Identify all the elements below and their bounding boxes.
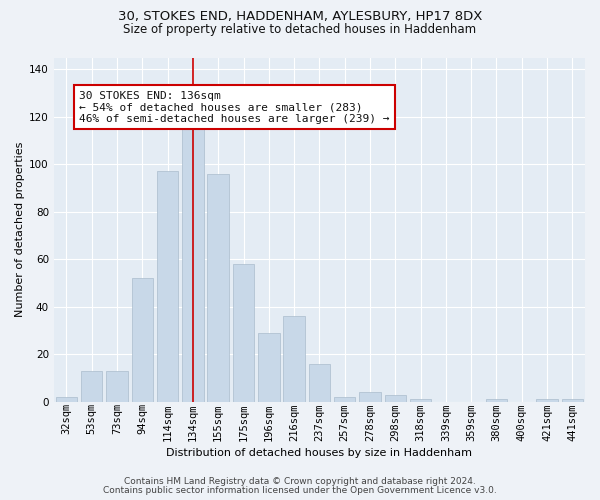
Bar xyxy=(486,400,507,402)
Text: Contains public sector information licensed under the Open Government Licence v3: Contains public sector information licen… xyxy=(103,486,497,495)
Bar xyxy=(562,400,583,402)
Bar xyxy=(359,392,381,402)
Bar xyxy=(208,174,229,402)
Text: Contains HM Land Registry data © Crown copyright and database right 2024.: Contains HM Land Registry data © Crown c… xyxy=(124,478,476,486)
Bar xyxy=(131,278,153,402)
Y-axis label: Number of detached properties: Number of detached properties xyxy=(15,142,25,318)
Bar xyxy=(81,371,103,402)
Bar xyxy=(385,394,406,402)
Bar xyxy=(283,316,305,402)
Bar xyxy=(308,364,330,402)
Text: 30, STOKES END, HADDENHAM, AYLESBURY, HP17 8DX: 30, STOKES END, HADDENHAM, AYLESBURY, HP… xyxy=(118,10,482,23)
Text: 30 STOKES END: 136sqm
← 54% of detached houses are smaller (283)
46% of semi-det: 30 STOKES END: 136sqm ← 54% of detached … xyxy=(79,90,389,124)
Bar xyxy=(56,397,77,402)
Bar xyxy=(334,397,355,402)
Bar xyxy=(157,172,178,402)
Bar xyxy=(410,400,431,402)
Bar xyxy=(233,264,254,402)
Bar xyxy=(106,371,128,402)
Bar xyxy=(536,400,558,402)
Text: Size of property relative to detached houses in Haddenham: Size of property relative to detached ho… xyxy=(124,22,476,36)
X-axis label: Distribution of detached houses by size in Haddenham: Distribution of detached houses by size … xyxy=(166,448,472,458)
Bar xyxy=(182,128,203,402)
Bar xyxy=(258,333,280,402)
